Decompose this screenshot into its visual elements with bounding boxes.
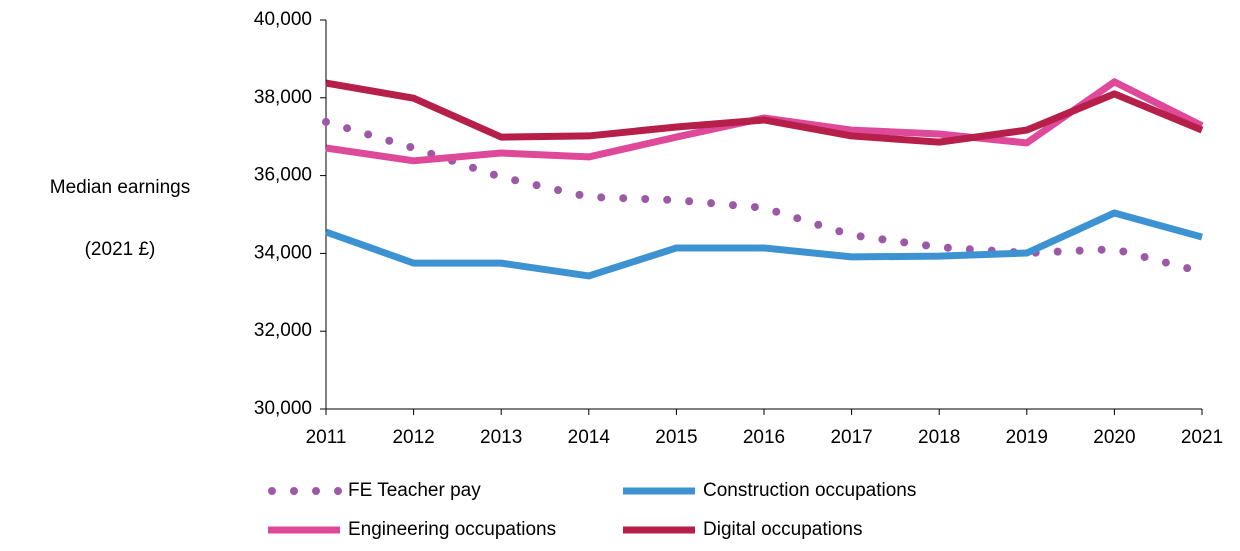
y-tick-label: 40,000 xyxy=(254,9,312,30)
series-line xyxy=(325,79,1204,146)
y-tick-label: 38,000 xyxy=(254,87,312,108)
x-tick-label: 2011 xyxy=(306,427,347,448)
x-tick-label: 2013 xyxy=(480,427,522,448)
legend-label: FE Teacher pay xyxy=(348,480,481,501)
x-tick-label: 2012 xyxy=(392,427,434,448)
series-line xyxy=(324,209,1203,280)
x-tick-label: 2017 xyxy=(830,427,872,448)
x-tick-label: 2019 xyxy=(1006,427,1048,448)
legend-label: Digital occupations xyxy=(703,519,862,540)
x-tick-label: 2021 xyxy=(1181,427,1223,448)
y-axis-label: (2021 £) xyxy=(85,239,156,260)
y-tick-label: 36,000 xyxy=(254,165,312,186)
legend-label: Engineering occupations xyxy=(348,519,556,540)
series-line xyxy=(322,117,1206,277)
x-tick-label: 2014 xyxy=(568,427,611,448)
y-tick-label: 30,000 xyxy=(254,398,312,419)
x-tick-label: 2020 xyxy=(1093,427,1135,448)
y-tick-label: 32,000 xyxy=(254,320,312,341)
x-tick-label: 2016 xyxy=(743,427,785,448)
y-tick-label: 34,000 xyxy=(254,242,312,263)
y-axis-label: Median earnings xyxy=(50,177,190,198)
legend-label: Construction occupations xyxy=(703,480,916,501)
x-tick-label: 2015 xyxy=(655,427,697,448)
x-tick-label: 2018 xyxy=(918,427,960,448)
